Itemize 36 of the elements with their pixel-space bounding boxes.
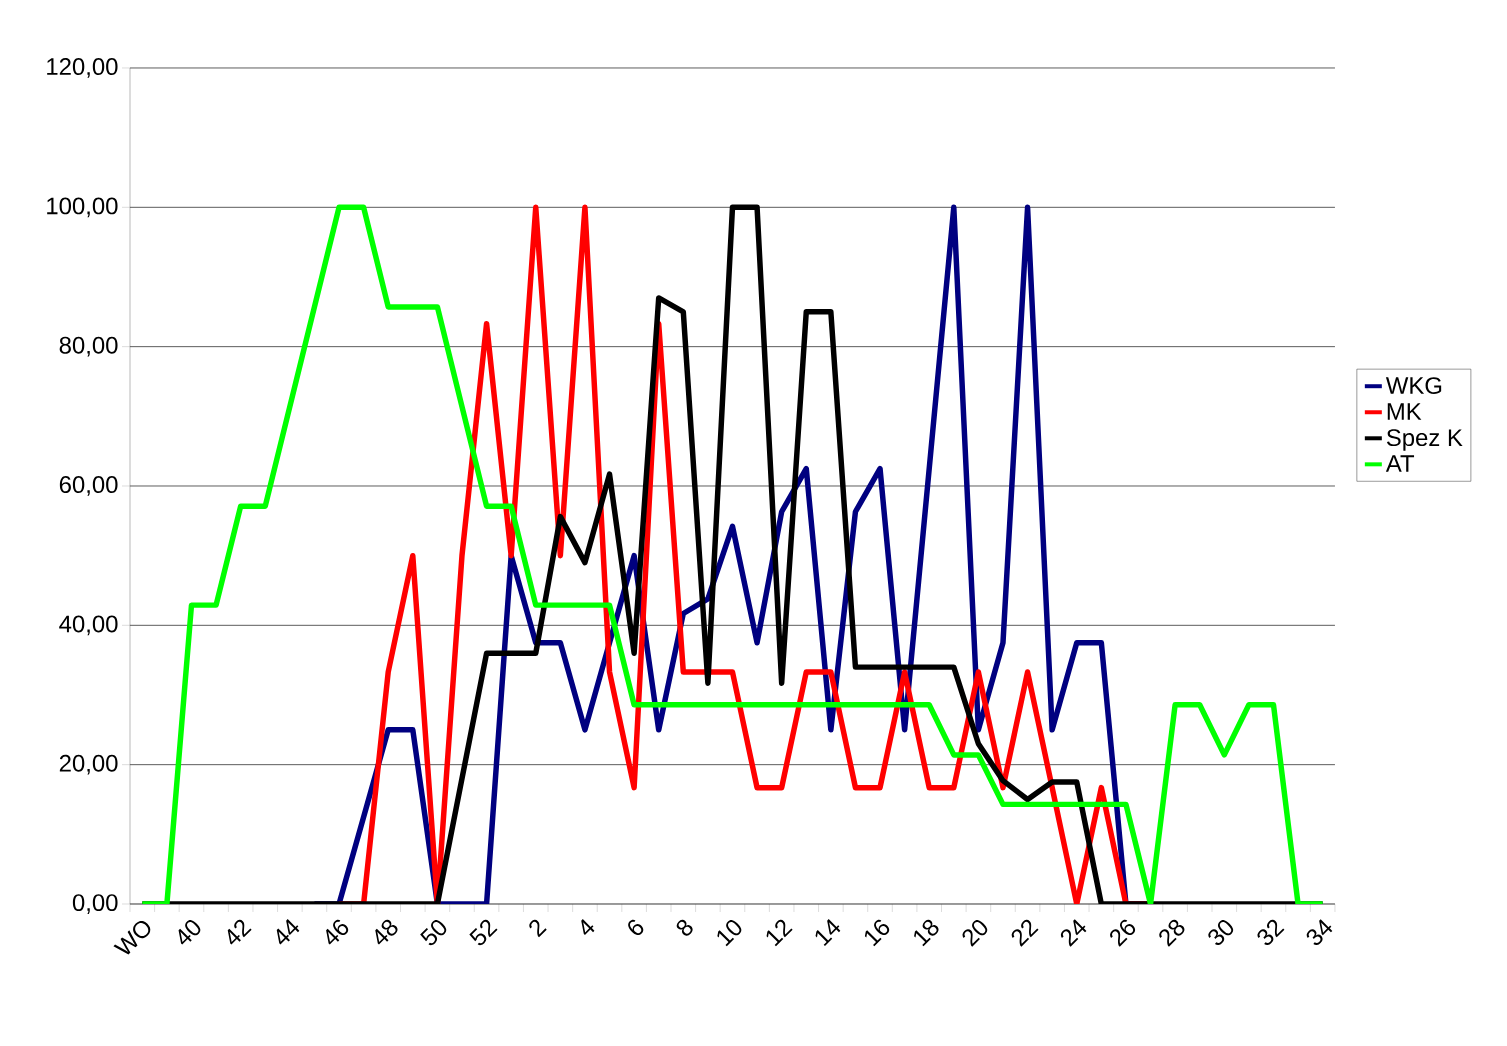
x-tick-label: 8 xyxy=(676,919,693,936)
x-tick-label: 6 xyxy=(628,919,644,936)
x-tick-label: 16 xyxy=(864,919,890,947)
x-tick-label: 28 xyxy=(1159,919,1185,947)
y-tick-label: 120,00 xyxy=(47,58,118,78)
y-tick-label: 0,00 xyxy=(72,894,118,914)
y-tick-label: 20,00 xyxy=(59,754,118,775)
legend-label: Spez K xyxy=(1386,429,1463,451)
x-tick-label: 22 xyxy=(1011,919,1039,947)
y-tick-label: 100,00 xyxy=(47,197,118,218)
legend-label: MK xyxy=(1387,403,1422,420)
x-tick-label: 12 xyxy=(766,919,793,947)
x-tick-label: 40 xyxy=(178,920,201,945)
legend-label: AT xyxy=(1385,455,1415,472)
legend-label: WKG xyxy=(1385,377,1442,395)
y-tick-label: 40,00 xyxy=(59,615,118,636)
x-tick-label: 30 xyxy=(1208,920,1234,946)
x-tick-label: 14 xyxy=(815,919,841,947)
x-tick-label: 52 xyxy=(469,919,498,946)
x-tick-label: 32 xyxy=(1257,919,1285,946)
x-tick-label: 26 xyxy=(1110,919,1136,947)
x-tick-label: 50 xyxy=(420,920,447,946)
x-tick-label: 4 xyxy=(581,919,595,935)
x-tick-label: 34 xyxy=(1306,919,1333,946)
x-tick-label: 44 xyxy=(276,919,300,945)
y-tick-label: 80,00 xyxy=(59,336,118,357)
y-tick-label: 60,00 xyxy=(59,476,118,496)
x-tick-label: 46 xyxy=(326,919,349,945)
x-tick-label: 10 xyxy=(717,920,742,947)
x-tick-label: 48 xyxy=(375,919,398,945)
x-tick-label: WO xyxy=(113,920,151,955)
x-tick-label: 2 xyxy=(529,919,547,938)
x-tick-label: 42 xyxy=(227,919,252,945)
x-tick-label: 24 xyxy=(1060,919,1087,947)
x-tick-label: 20 xyxy=(962,920,988,947)
x-tick-label: 18 xyxy=(914,919,939,947)
